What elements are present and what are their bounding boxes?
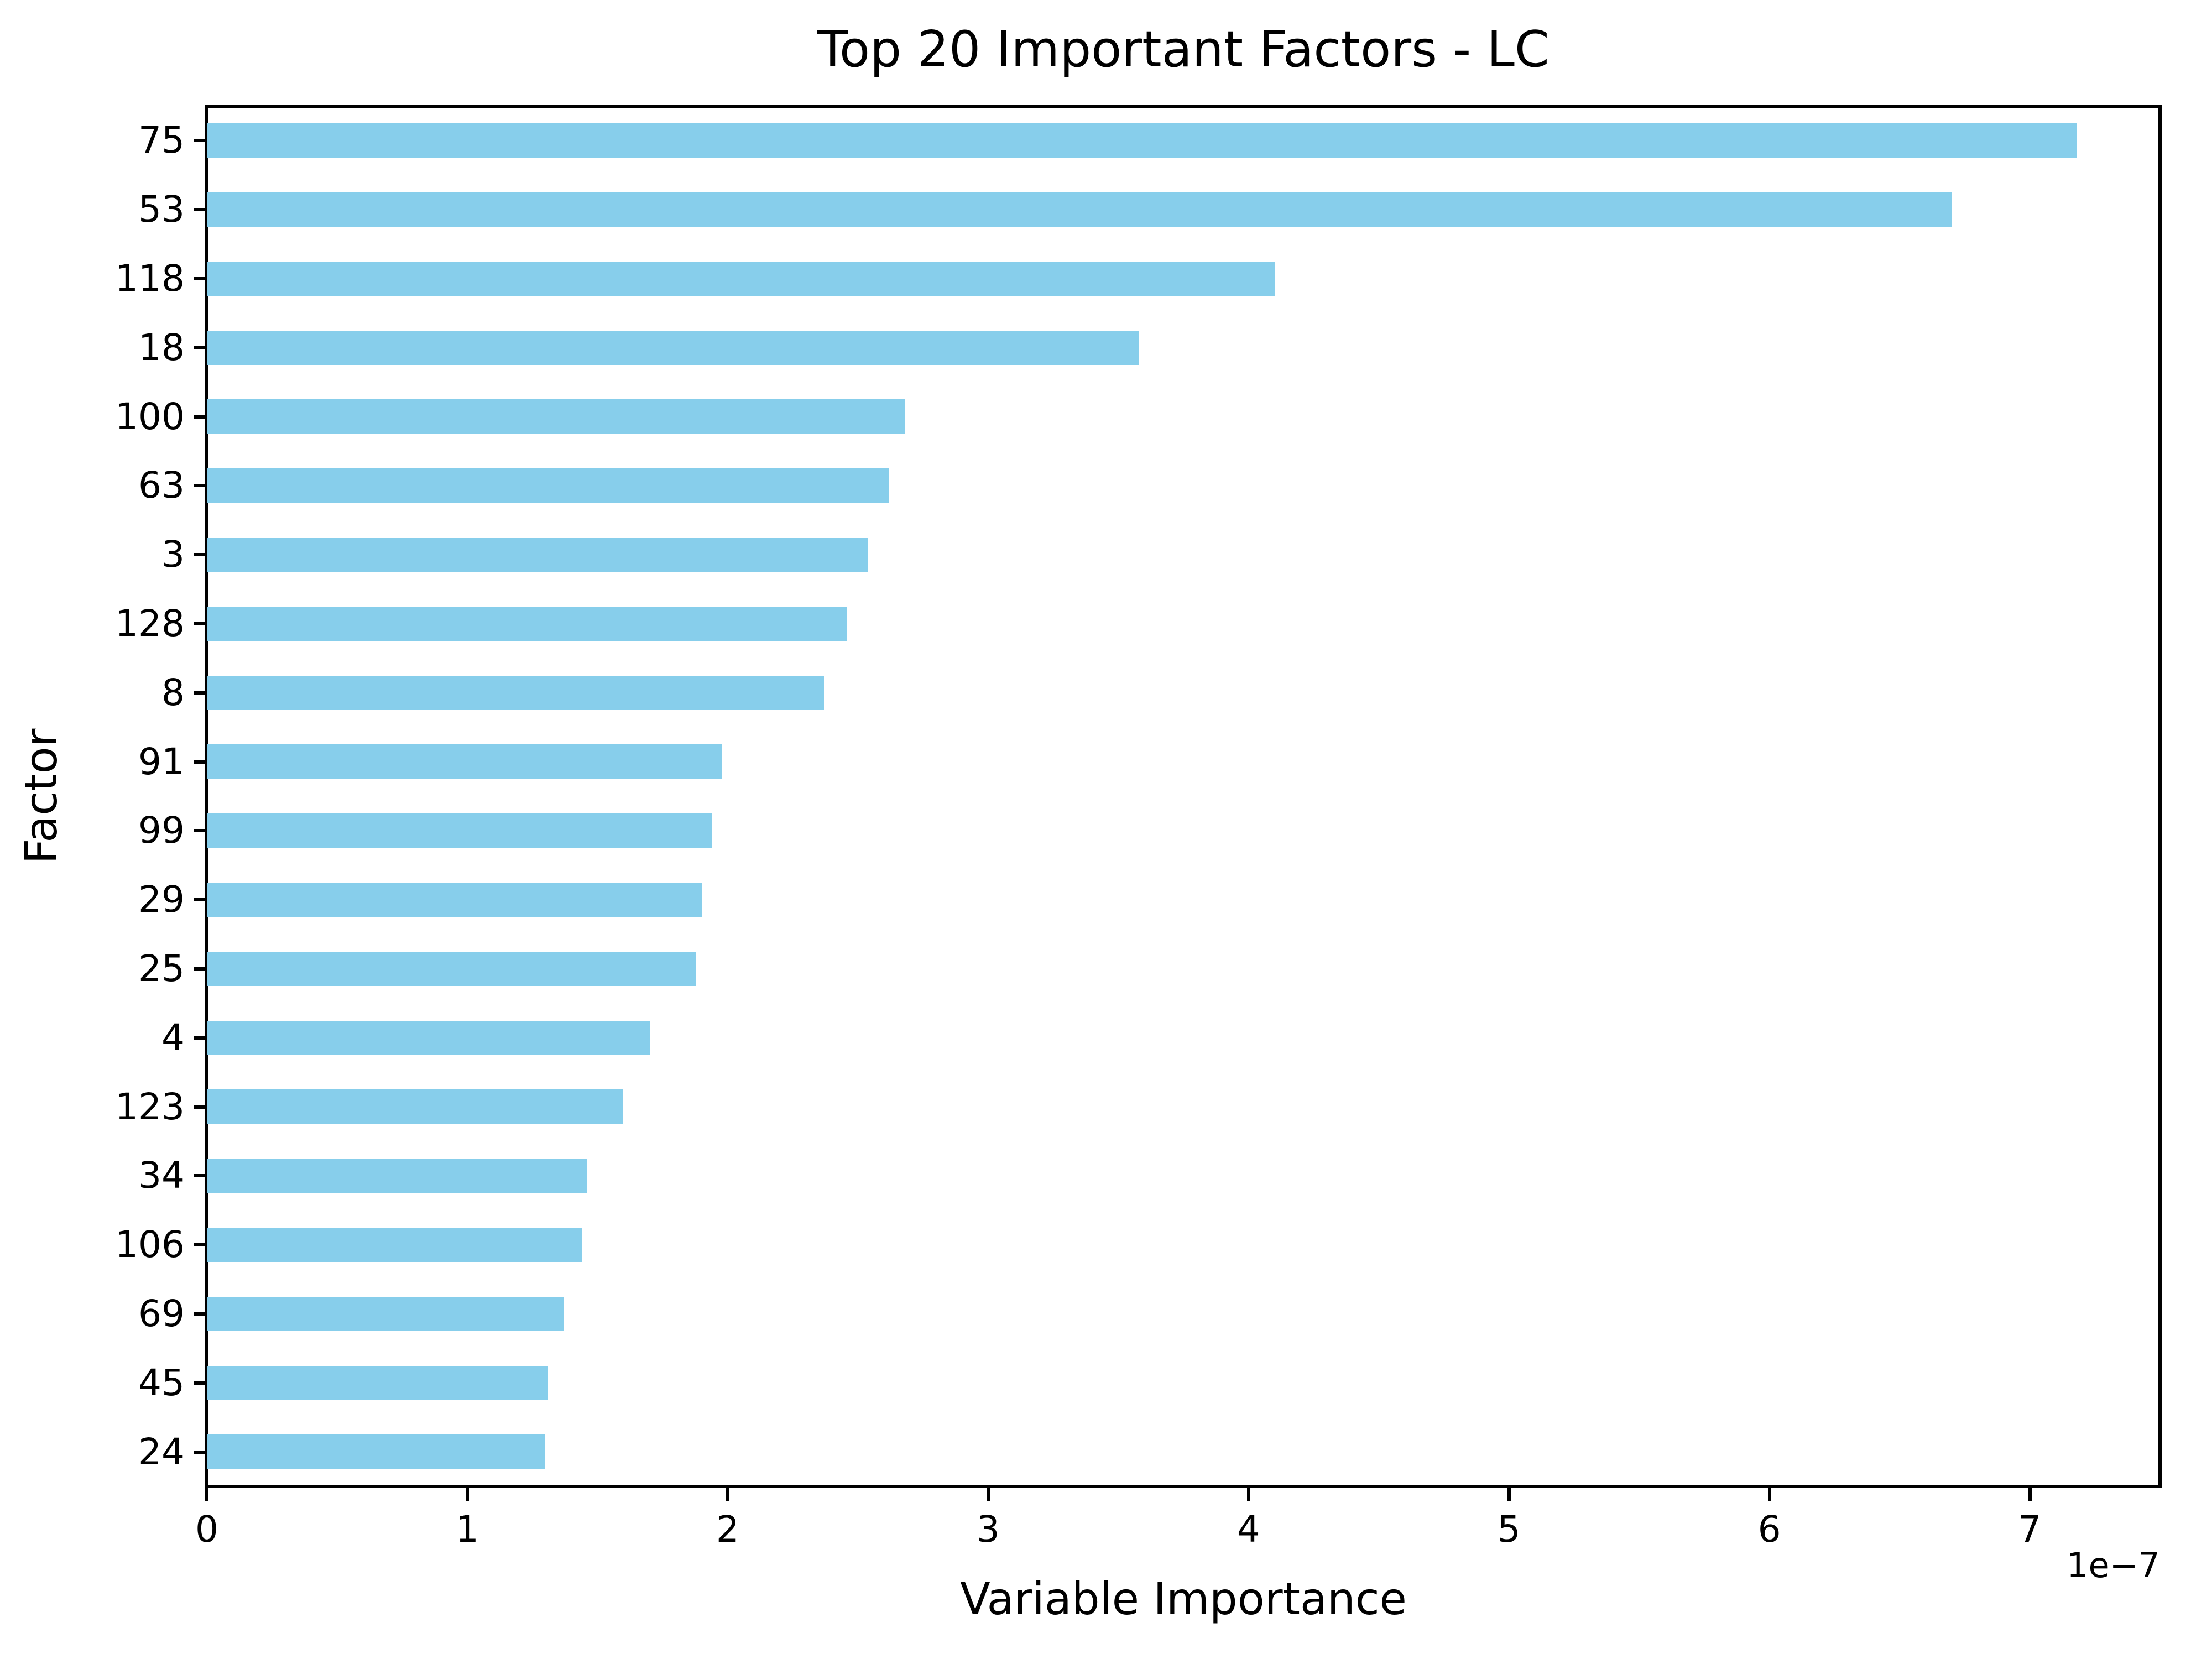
x-tick-label-2: 2 [716, 1508, 739, 1551]
bar-25 [207, 951, 697, 987]
bar-91 [207, 744, 723, 779]
x-tick-label-3: 3 [976, 1508, 1000, 1551]
x-tick-label-6: 6 [1757, 1508, 1781, 1551]
x-tick-label-0: 0 [195, 1508, 218, 1551]
x-tick-mark-0 [205, 1488, 208, 1501]
bar-45 [207, 1365, 548, 1400]
y-tick-mark-128 [194, 622, 207, 625]
bar-53 [207, 192, 1952, 227]
bar-8 [207, 675, 825, 710]
bar-4 [207, 1020, 650, 1055]
y-tick-mark-106 [194, 1243, 207, 1247]
y-tick-mark-118 [194, 277, 207, 280]
bar-24 [207, 1434, 546, 1469]
y-tick-label-4: 4 [161, 1016, 185, 1059]
y-tick-mark-45 [194, 1381, 207, 1385]
bar-29 [207, 883, 702, 917]
y-tick-mark-100 [194, 415, 207, 419]
y-tick-label-123: 123 [115, 1085, 185, 1128]
y-tick-label-3: 3 [161, 533, 185, 576]
x-tick-mark-7 [2028, 1488, 2032, 1501]
x-axis-title: Variable Importance [960, 1573, 1407, 1625]
bar-100 [207, 399, 905, 434]
y-tick-mark-53 [194, 208, 207, 212]
bar-118 [207, 261, 1275, 296]
y-tick-mark-25 [194, 967, 207, 971]
x-tick-mark-6 [1767, 1488, 1771, 1501]
y-tick-mark-3 [194, 553, 207, 557]
bar-75 [207, 123, 2077, 158]
y-tick-label-53: 53 [138, 188, 185, 231]
y-tick-mark-34 [194, 1174, 207, 1178]
y-tick-mark-99 [194, 829, 207, 833]
x-tick-label-1: 1 [455, 1508, 479, 1551]
y-axis-title: Factor [15, 728, 67, 864]
y-tick-label-100: 100 [115, 395, 185, 438]
y-tick-label-45: 45 [138, 1361, 185, 1404]
bars-layer [207, 106, 2160, 1486]
y-tick-mark-91 [194, 760, 207, 764]
y-tick-mark-123 [194, 1105, 207, 1109]
x-tick-mark-1 [465, 1488, 469, 1501]
y-tick-label-69: 69 [138, 1292, 185, 1335]
y-tick-label-24: 24 [138, 1430, 185, 1473]
y-tick-label-99: 99 [138, 809, 185, 852]
y-tick-label-18: 18 [138, 326, 185, 369]
y-tick-mark-69 [194, 1312, 207, 1316]
bar-106 [207, 1228, 582, 1262]
bar-123 [207, 1089, 624, 1124]
y-tick-mark-4 [194, 1036, 207, 1040]
bar-128 [207, 606, 848, 641]
y-tick-label-75: 75 [138, 119, 185, 162]
x-tick-mark-2 [726, 1488, 729, 1501]
chart-title: Top 20 Important Factors - LC [817, 20, 1550, 79]
x-axis-offset-label: 1e−7 [2067, 1545, 2160, 1585]
bar-3 [207, 538, 869, 572]
x-tick-label-4: 4 [1237, 1508, 1260, 1551]
y-tick-mark-75 [194, 139, 207, 143]
bar-34 [207, 1159, 587, 1193]
y-tick-label-34: 34 [138, 1154, 185, 1197]
y-tick-label-63: 63 [138, 464, 185, 507]
x-tick-label-5: 5 [1497, 1508, 1521, 1551]
bar-63 [207, 468, 889, 503]
bar-99 [207, 813, 712, 848]
y-tick-label-128: 128 [115, 602, 185, 645]
y-tick-label-25: 25 [138, 947, 185, 990]
x-tick-mark-3 [986, 1488, 990, 1501]
y-tick-mark-63 [194, 484, 207, 488]
y-tick-mark-18 [194, 346, 207, 349]
bar-69 [207, 1296, 564, 1332]
y-tick-label-91: 91 [138, 740, 185, 783]
y-tick-label-106: 106 [115, 1223, 185, 1266]
x-tick-label-7: 7 [2018, 1508, 2042, 1551]
x-tick-mark-4 [1246, 1488, 1250, 1501]
y-tick-mark-24 [194, 1450, 207, 1454]
y-tick-label-29: 29 [138, 878, 185, 921]
y-tick-label-8: 8 [161, 671, 185, 714]
x-tick-mark-5 [1507, 1488, 1511, 1501]
y-tick-mark-29 [194, 898, 207, 902]
y-tick-label-118: 118 [115, 257, 185, 300]
bar-18 [207, 330, 1139, 365]
y-tick-mark-8 [194, 691, 207, 695]
